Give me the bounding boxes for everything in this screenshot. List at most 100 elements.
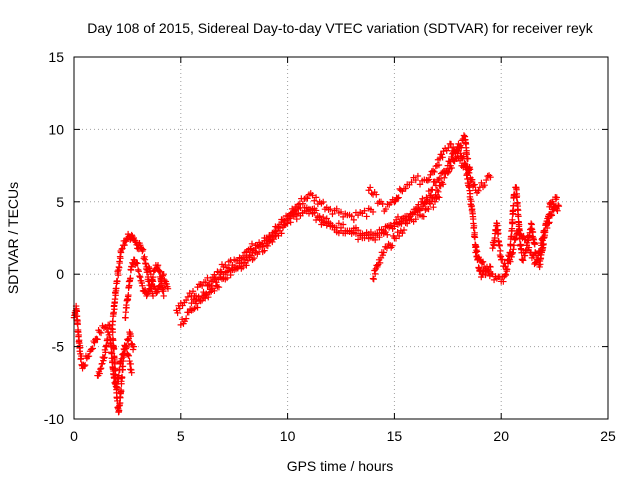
data-point <box>182 315 190 322</box>
data-point <box>456 157 464 164</box>
data-point <box>395 194 402 201</box>
data-point <box>531 241 538 248</box>
data-point <box>272 228 279 235</box>
data-point <box>424 177 431 184</box>
data-point <box>369 208 377 216</box>
data-point <box>118 380 125 387</box>
data-point <box>160 271 167 278</box>
data-point <box>270 233 278 241</box>
data-point <box>128 263 135 271</box>
data-point <box>519 257 527 264</box>
data-point <box>174 309 181 317</box>
data-point <box>436 194 443 201</box>
data-point <box>189 288 197 295</box>
data-point <box>160 292 167 300</box>
data-point <box>389 242 396 249</box>
data-point <box>435 161 443 169</box>
data-point <box>481 181 488 189</box>
data-point <box>204 274 211 282</box>
data-point <box>261 247 268 254</box>
data-point <box>455 140 462 148</box>
data-point <box>111 295 119 303</box>
data-point <box>329 223 336 230</box>
data-point <box>223 268 231 275</box>
x-tick-label: 10 <box>280 428 296 444</box>
data-point <box>443 168 450 175</box>
data-point <box>156 268 163 275</box>
data-point <box>371 270 379 278</box>
data-point <box>198 282 206 289</box>
data-point <box>215 284 223 291</box>
x-axis-label: GPS time / hours <box>287 458 394 474</box>
data-point <box>508 250 516 258</box>
data-point <box>278 230 285 237</box>
data-point <box>107 343 115 351</box>
data-point <box>482 271 489 279</box>
data-point <box>551 204 558 211</box>
data-point <box>202 290 210 297</box>
data-point <box>81 361 89 369</box>
y-tick-label: -5 <box>52 339 65 355</box>
data-point <box>394 228 401 236</box>
data-point <box>136 272 143 280</box>
data-point <box>514 207 522 214</box>
x-tick-label: 20 <box>493 428 509 444</box>
data-point <box>139 282 146 289</box>
y-tick-label: 10 <box>48 121 64 137</box>
data-point <box>490 276 498 284</box>
data-point <box>320 213 327 221</box>
data-point <box>97 365 105 372</box>
data-point <box>376 233 383 241</box>
data-point <box>448 153 455 161</box>
data-point <box>511 235 518 243</box>
data-point <box>146 265 153 272</box>
data-point <box>412 176 419 184</box>
data-point <box>394 195 401 202</box>
data-point <box>194 304 201 311</box>
data-point <box>460 132 468 139</box>
data-point <box>284 215 291 223</box>
data-point <box>116 366 123 373</box>
data-point <box>189 306 197 313</box>
y-tick-label: 5 <box>56 194 64 210</box>
data-point <box>176 305 183 312</box>
data-point <box>239 252 247 259</box>
data-point <box>91 339 98 346</box>
data-point <box>115 372 123 379</box>
data-point <box>329 210 336 218</box>
data-point <box>545 220 553 227</box>
data-point <box>391 223 398 230</box>
data-point <box>392 235 400 242</box>
data-point <box>394 213 402 221</box>
data-point <box>197 297 204 304</box>
data-point <box>371 236 379 244</box>
data-point <box>125 352 133 360</box>
data-point <box>97 329 105 337</box>
data-point <box>74 321 81 328</box>
data-point <box>369 275 377 282</box>
data-point <box>287 219 294 226</box>
data-point <box>430 203 437 211</box>
data-point <box>117 388 125 395</box>
data-point <box>121 241 128 249</box>
data-point <box>127 360 135 368</box>
data-point <box>484 172 491 180</box>
data-point <box>156 282 164 290</box>
data-point <box>118 355 125 362</box>
data-point <box>444 162 451 169</box>
data-point <box>432 182 440 189</box>
data-point <box>470 222 478 229</box>
data-point <box>113 384 121 392</box>
data-point <box>259 243 266 250</box>
data-point <box>462 166 470 173</box>
data-point <box>316 215 323 223</box>
data-point <box>227 257 234 264</box>
data-point <box>426 192 434 199</box>
data-point <box>496 242 503 249</box>
data-point <box>243 262 250 269</box>
data-point <box>460 153 467 160</box>
data-point <box>335 220 343 227</box>
data-point <box>429 186 436 193</box>
data-point <box>501 260 508 267</box>
data-point <box>122 345 130 352</box>
